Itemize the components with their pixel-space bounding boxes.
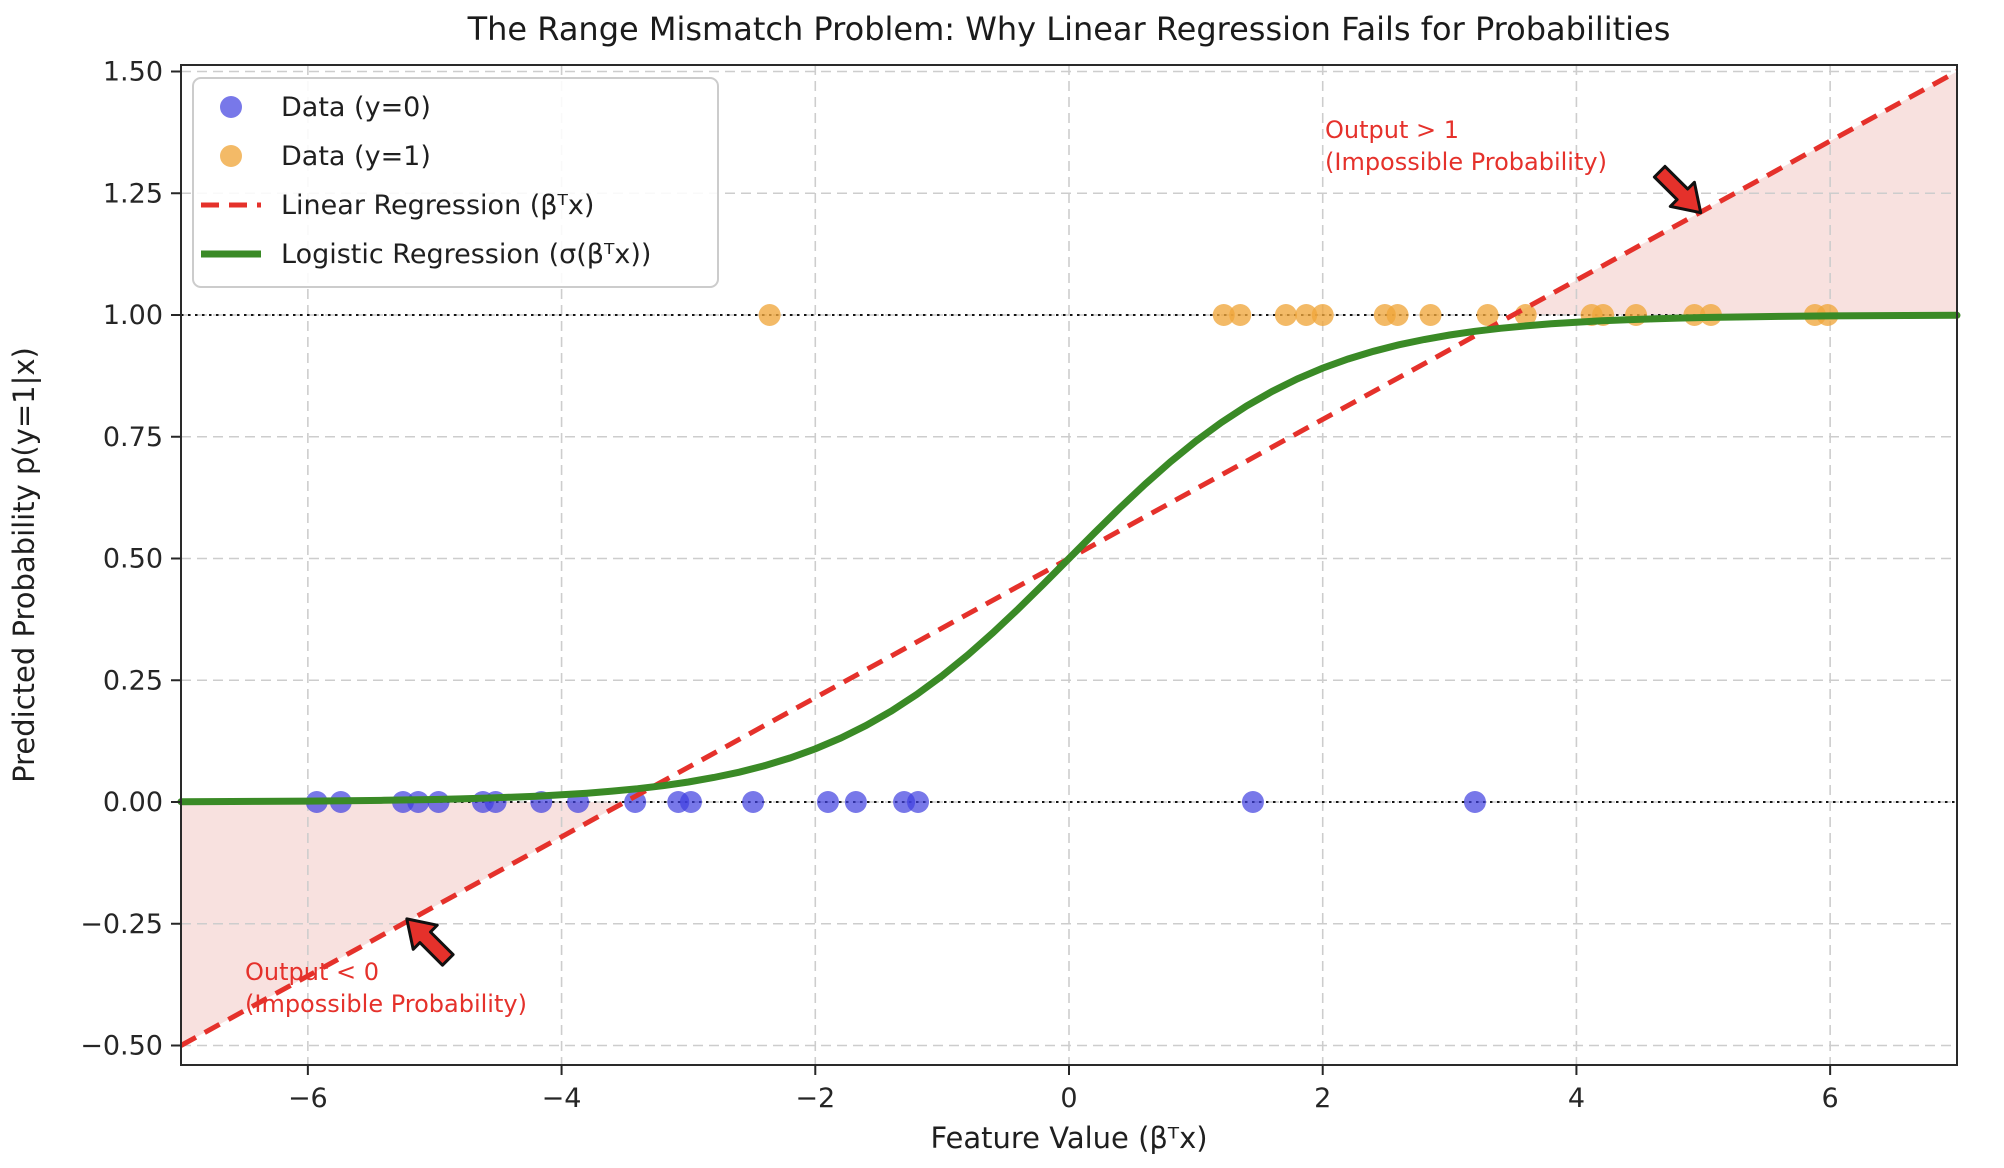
data-point-y1	[1274, 304, 1297, 326]
data-point-y1	[758, 304, 781, 326]
data-point-y1	[1311, 304, 1334, 326]
gridlines	[181, 65, 1957, 1065]
logistic-regression-curve	[177, 311, 1961, 806]
axis-ticks: −6 −4 −2 0 2 4 6 −0.50 −0.25 0.00 0.25 0.50 0.75 1.00…	[80, 57, 1838, 1115]
data-point-y1	[1295, 304, 1318, 326]
y-tick-label: −0.50	[80, 1031, 163, 1062]
legend-label: Data (y=1)	[281, 141, 431, 172]
arrow-high	[1652, 164, 1703, 215]
annotation-low-line1: Output < 0	[245, 958, 379, 986]
regression-lines	[177, 69, 1961, 1048]
y-tick-label: 0.75	[103, 422, 163, 453]
y-tick-label: 0.50	[103, 544, 163, 575]
x-tick-label: −2	[795, 1083, 835, 1114]
legend-marker-y1	[220, 145, 242, 167]
legend: Data (y=0) Data (y=1) Linear Regression (β…	[192, 77, 719, 288]
data-point-y0	[1241, 791, 1264, 813]
legend-marker-y0	[220, 96, 242, 118]
x-tick-label: 2	[1314, 1083, 1331, 1114]
annotation-arrows	[405, 164, 1703, 967]
data-point-y0	[844, 791, 867, 813]
legend-box	[192, 77, 719, 288]
chart-title: The Range Mismatch Problem: Why Linear R…	[467, 10, 1671, 48]
y-tick-label: 0.25	[103, 665, 163, 696]
y-tick-label: −0.25	[80, 909, 163, 940]
data-point-y1	[1419, 304, 1442, 326]
y-tick-label: 1.25	[103, 178, 163, 209]
data-point-y0	[742, 791, 765, 813]
annotation-high-line2: (Impossible Probability)	[1325, 148, 1607, 176]
arrow-low	[405, 917, 455, 967]
data-point-y1	[1229, 304, 1252, 326]
data-point-y0	[1463, 791, 1486, 813]
legend-label: Data (y=0)	[281, 92, 431, 123]
y-tick-label: 1.00	[103, 300, 163, 331]
x-axis-label: Feature Value (βᵀx)	[930, 1121, 1207, 1155]
data-point-y0	[907, 791, 930, 813]
annotation-output-gt-1: Output > 1 (Impossible Probability)	[1325, 116, 1607, 176]
annotation-low-line2: (Impossible Probability)	[245, 990, 527, 1018]
data-point-y1	[1212, 304, 1235, 326]
data-point-y0	[816, 791, 839, 813]
legend-label: Linear Regression (βᵀx)	[281, 190, 594, 221]
x-tick-label: 6	[1822, 1083, 1839, 1114]
x-tick-label: 4	[1568, 1083, 1585, 1114]
data-point-y1	[1386, 304, 1409, 326]
x-tick-label: −6	[288, 1083, 328, 1114]
data-point-y1	[1476, 304, 1499, 326]
annotation-output-lt-0: Output < 0 (Impossible Probability)	[245, 958, 527, 1018]
x-tick-label: −4	[542, 1083, 582, 1114]
annotation-high-line1: Output > 1	[1325, 116, 1459, 144]
legend-label: Logistic Regression (σ(βᵀx))	[281, 239, 651, 270]
y-axis-label: Predicted Probability p(y=1|x)	[7, 347, 41, 783]
x-tick-label: 0	[1060, 1083, 1077, 1114]
y-tick-label: 1.50	[103, 57, 163, 88]
data-point-y0	[624, 791, 647, 813]
y-tick-label: 0.00	[103, 787, 163, 818]
data-point-y0	[679, 791, 702, 813]
